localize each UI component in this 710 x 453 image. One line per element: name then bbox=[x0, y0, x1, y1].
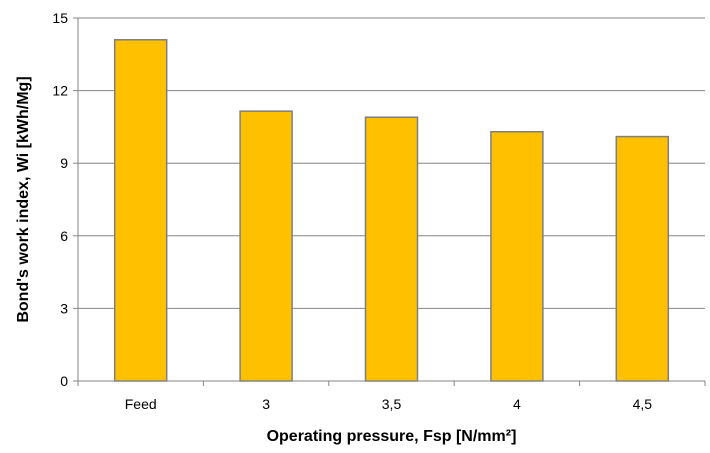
bars bbox=[113, 39, 670, 382]
y-axis-title: Bond's work index, Wi [kWh/Mg] bbox=[15, 76, 32, 322]
y-tick-label: 15 bbox=[52, 10, 68, 26]
y-tick-label: 9 bbox=[60, 155, 68, 171]
x-tick-label: 3 bbox=[262, 396, 270, 412]
bar bbox=[615, 135, 670, 382]
bar bbox=[364, 116, 419, 382]
x-tick-label: 3,5 bbox=[382, 396, 402, 412]
x-tick-label: Feed bbox=[125, 396, 157, 412]
y-tick-label: 6 bbox=[60, 228, 68, 244]
x-axis-title: Operating pressure, Fsp [N/mm²] bbox=[267, 428, 517, 445]
y-tick-label: 12 bbox=[52, 83, 68, 99]
x-tick-label: 4 bbox=[513, 396, 521, 412]
y-tick-label: 3 bbox=[60, 300, 68, 316]
y-tick-label: 0 bbox=[60, 373, 68, 389]
axes bbox=[77, 18, 705, 382]
bar bbox=[113, 39, 168, 382]
bar bbox=[490, 130, 544, 382]
x-tick-labels: Feed 3 3,5 4 4,5 bbox=[77, 381, 706, 412]
y-tick-labels: 0 3 6 9 12 15 bbox=[52, 10, 68, 389]
x-tick-label: 4,5 bbox=[633, 396, 653, 412]
bar bbox=[239, 110, 293, 382]
